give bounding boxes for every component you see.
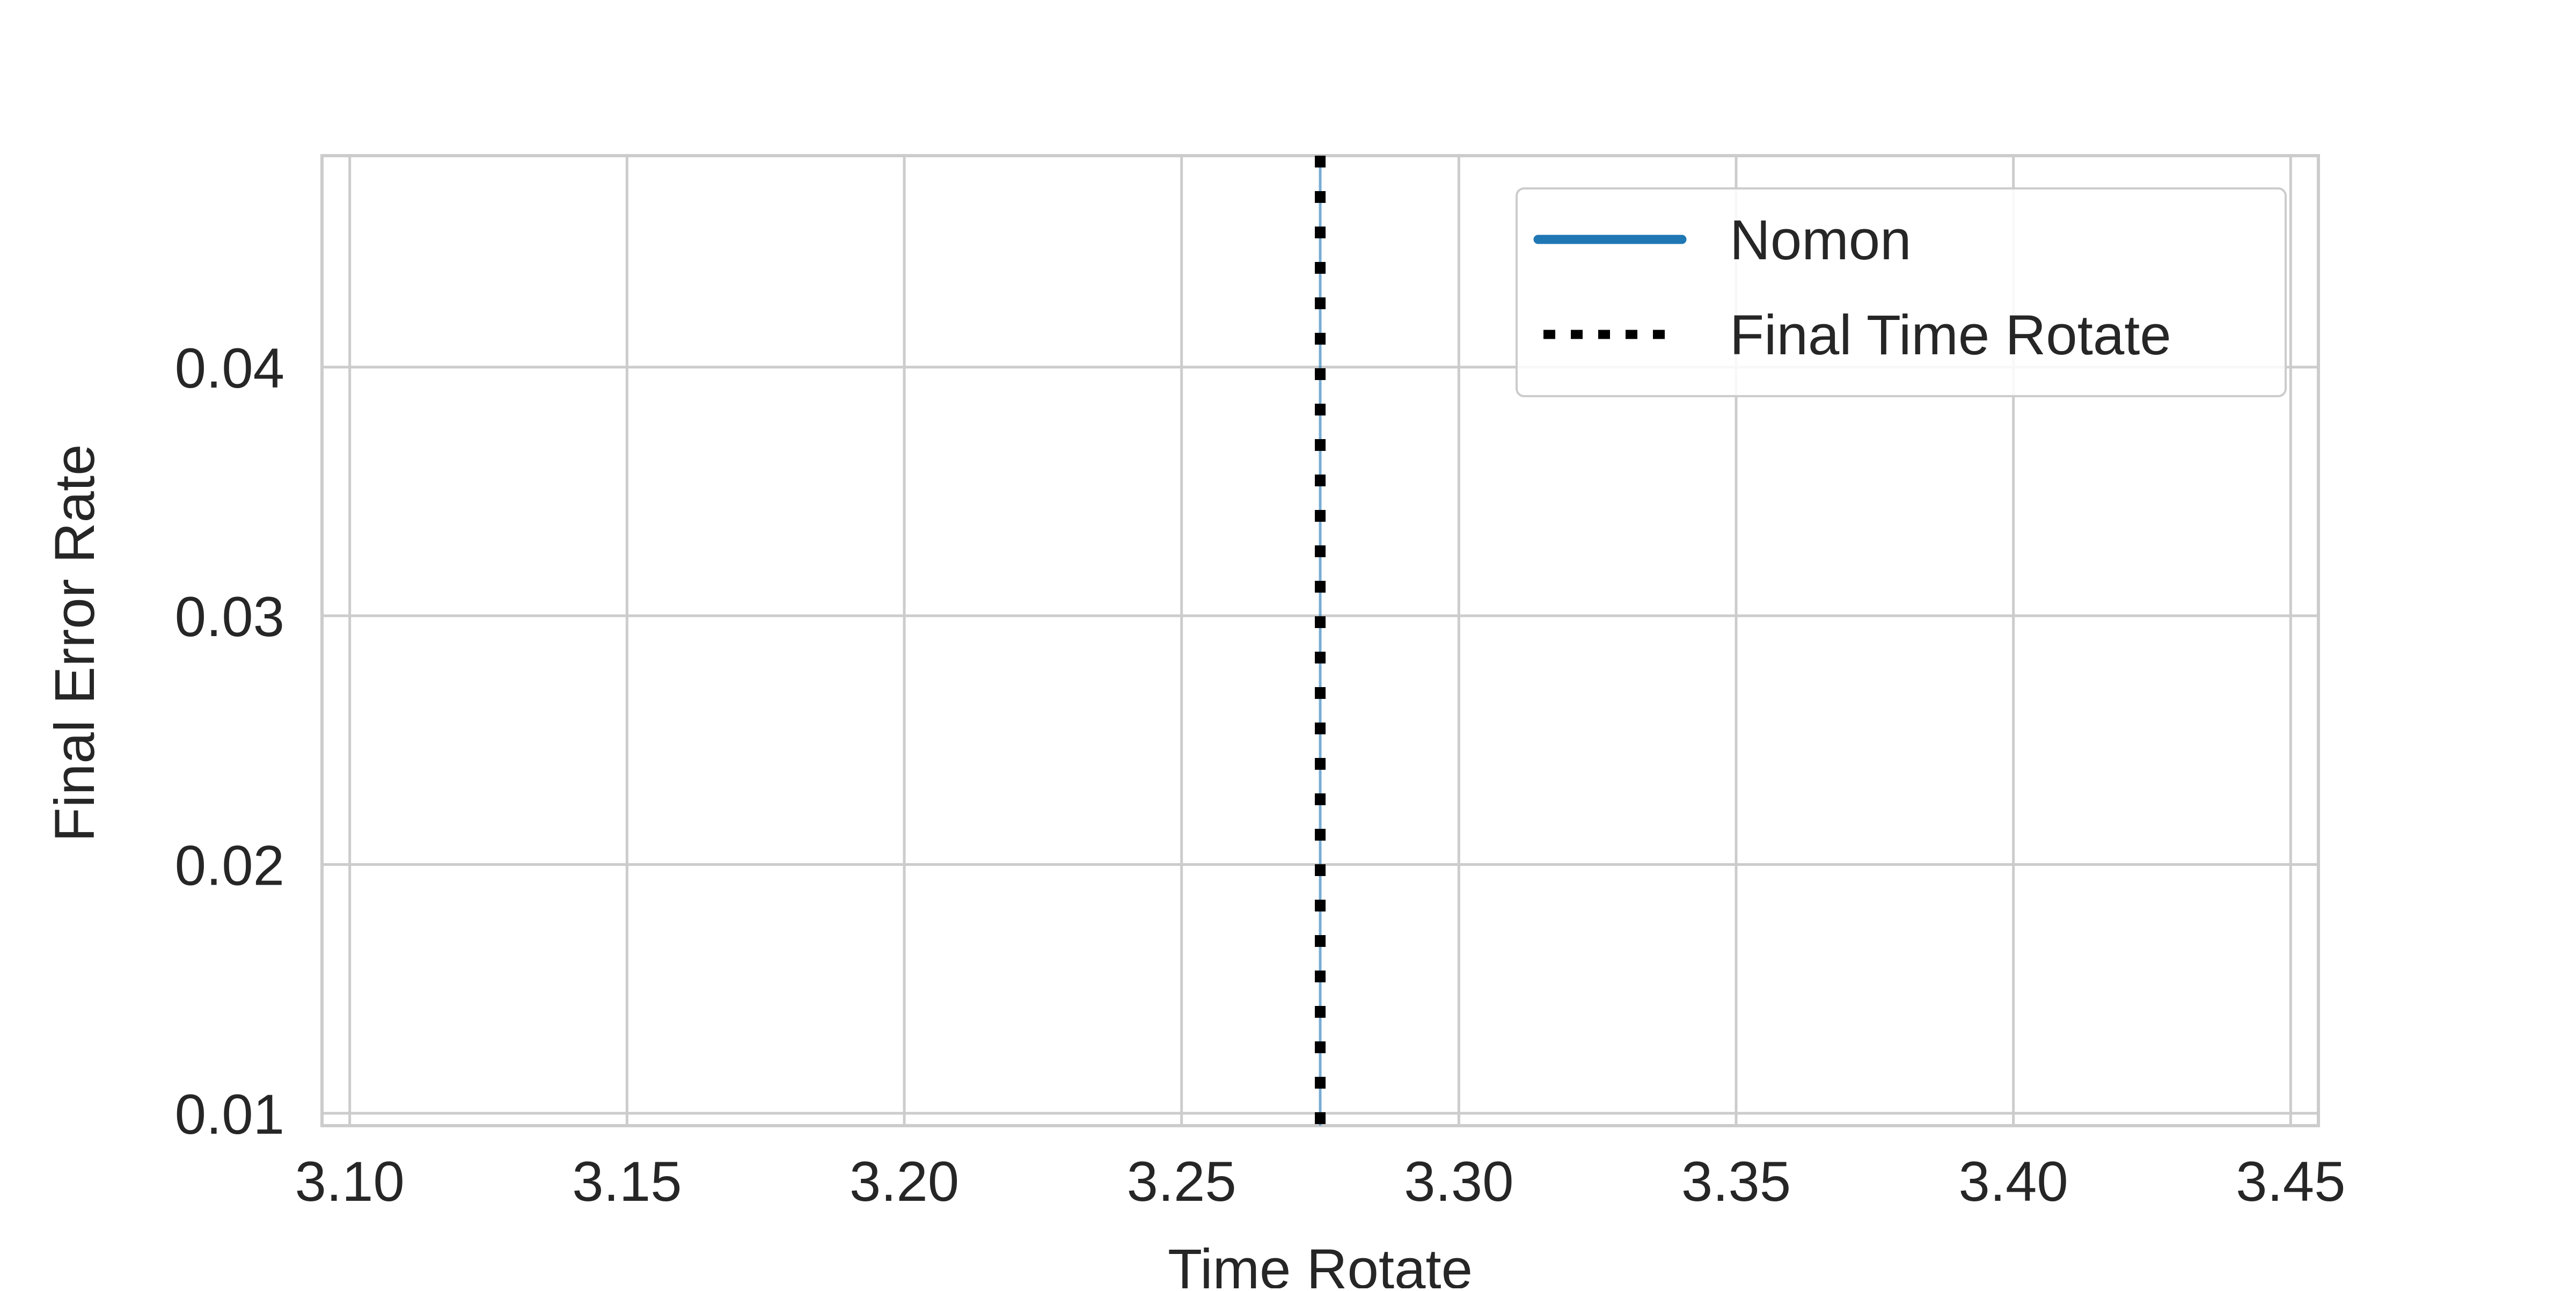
x-tick-label: 3.45	[2236, 1150, 2345, 1213]
legend: Nomon Final Time Rotate	[1516, 187, 2287, 397]
x-tick-label: 3.30	[1404, 1150, 1513, 1213]
legend-box	[1516, 187, 2287, 397]
x-tick-label: 3.40	[1958, 1150, 2068, 1213]
x-tick-label: 3.25	[1126, 1150, 1236, 1213]
y-tick-label: 0.02	[175, 835, 284, 898]
x-tick-label: 3.35	[1681, 1150, 1791, 1213]
legend-label-nomon: Nomon	[1730, 209, 1911, 272]
y-tick-label: 0.01	[175, 1083, 284, 1146]
x-tick-label: 3.15	[572, 1150, 682, 1213]
x-axis-label: Time Rotate	[1168, 1238, 1473, 1288]
tick-labels: 3.10 3.15 3.20 3.25 3.30 3.35 3.40 3.45 0.01 0.02…	[175, 337, 2346, 1213]
y-tick-label: 0.04	[175, 337, 284, 400]
y-axis-label: Final Error Rate	[43, 444, 106, 842]
y-tick-label: 0.03	[175, 586, 284, 648]
x-tick-label: 3.20	[850, 1150, 959, 1213]
legend-label-final-time-rotate: Final Time Rotate	[1730, 304, 2171, 367]
x-tick-label: 3.10	[295, 1150, 404, 1213]
